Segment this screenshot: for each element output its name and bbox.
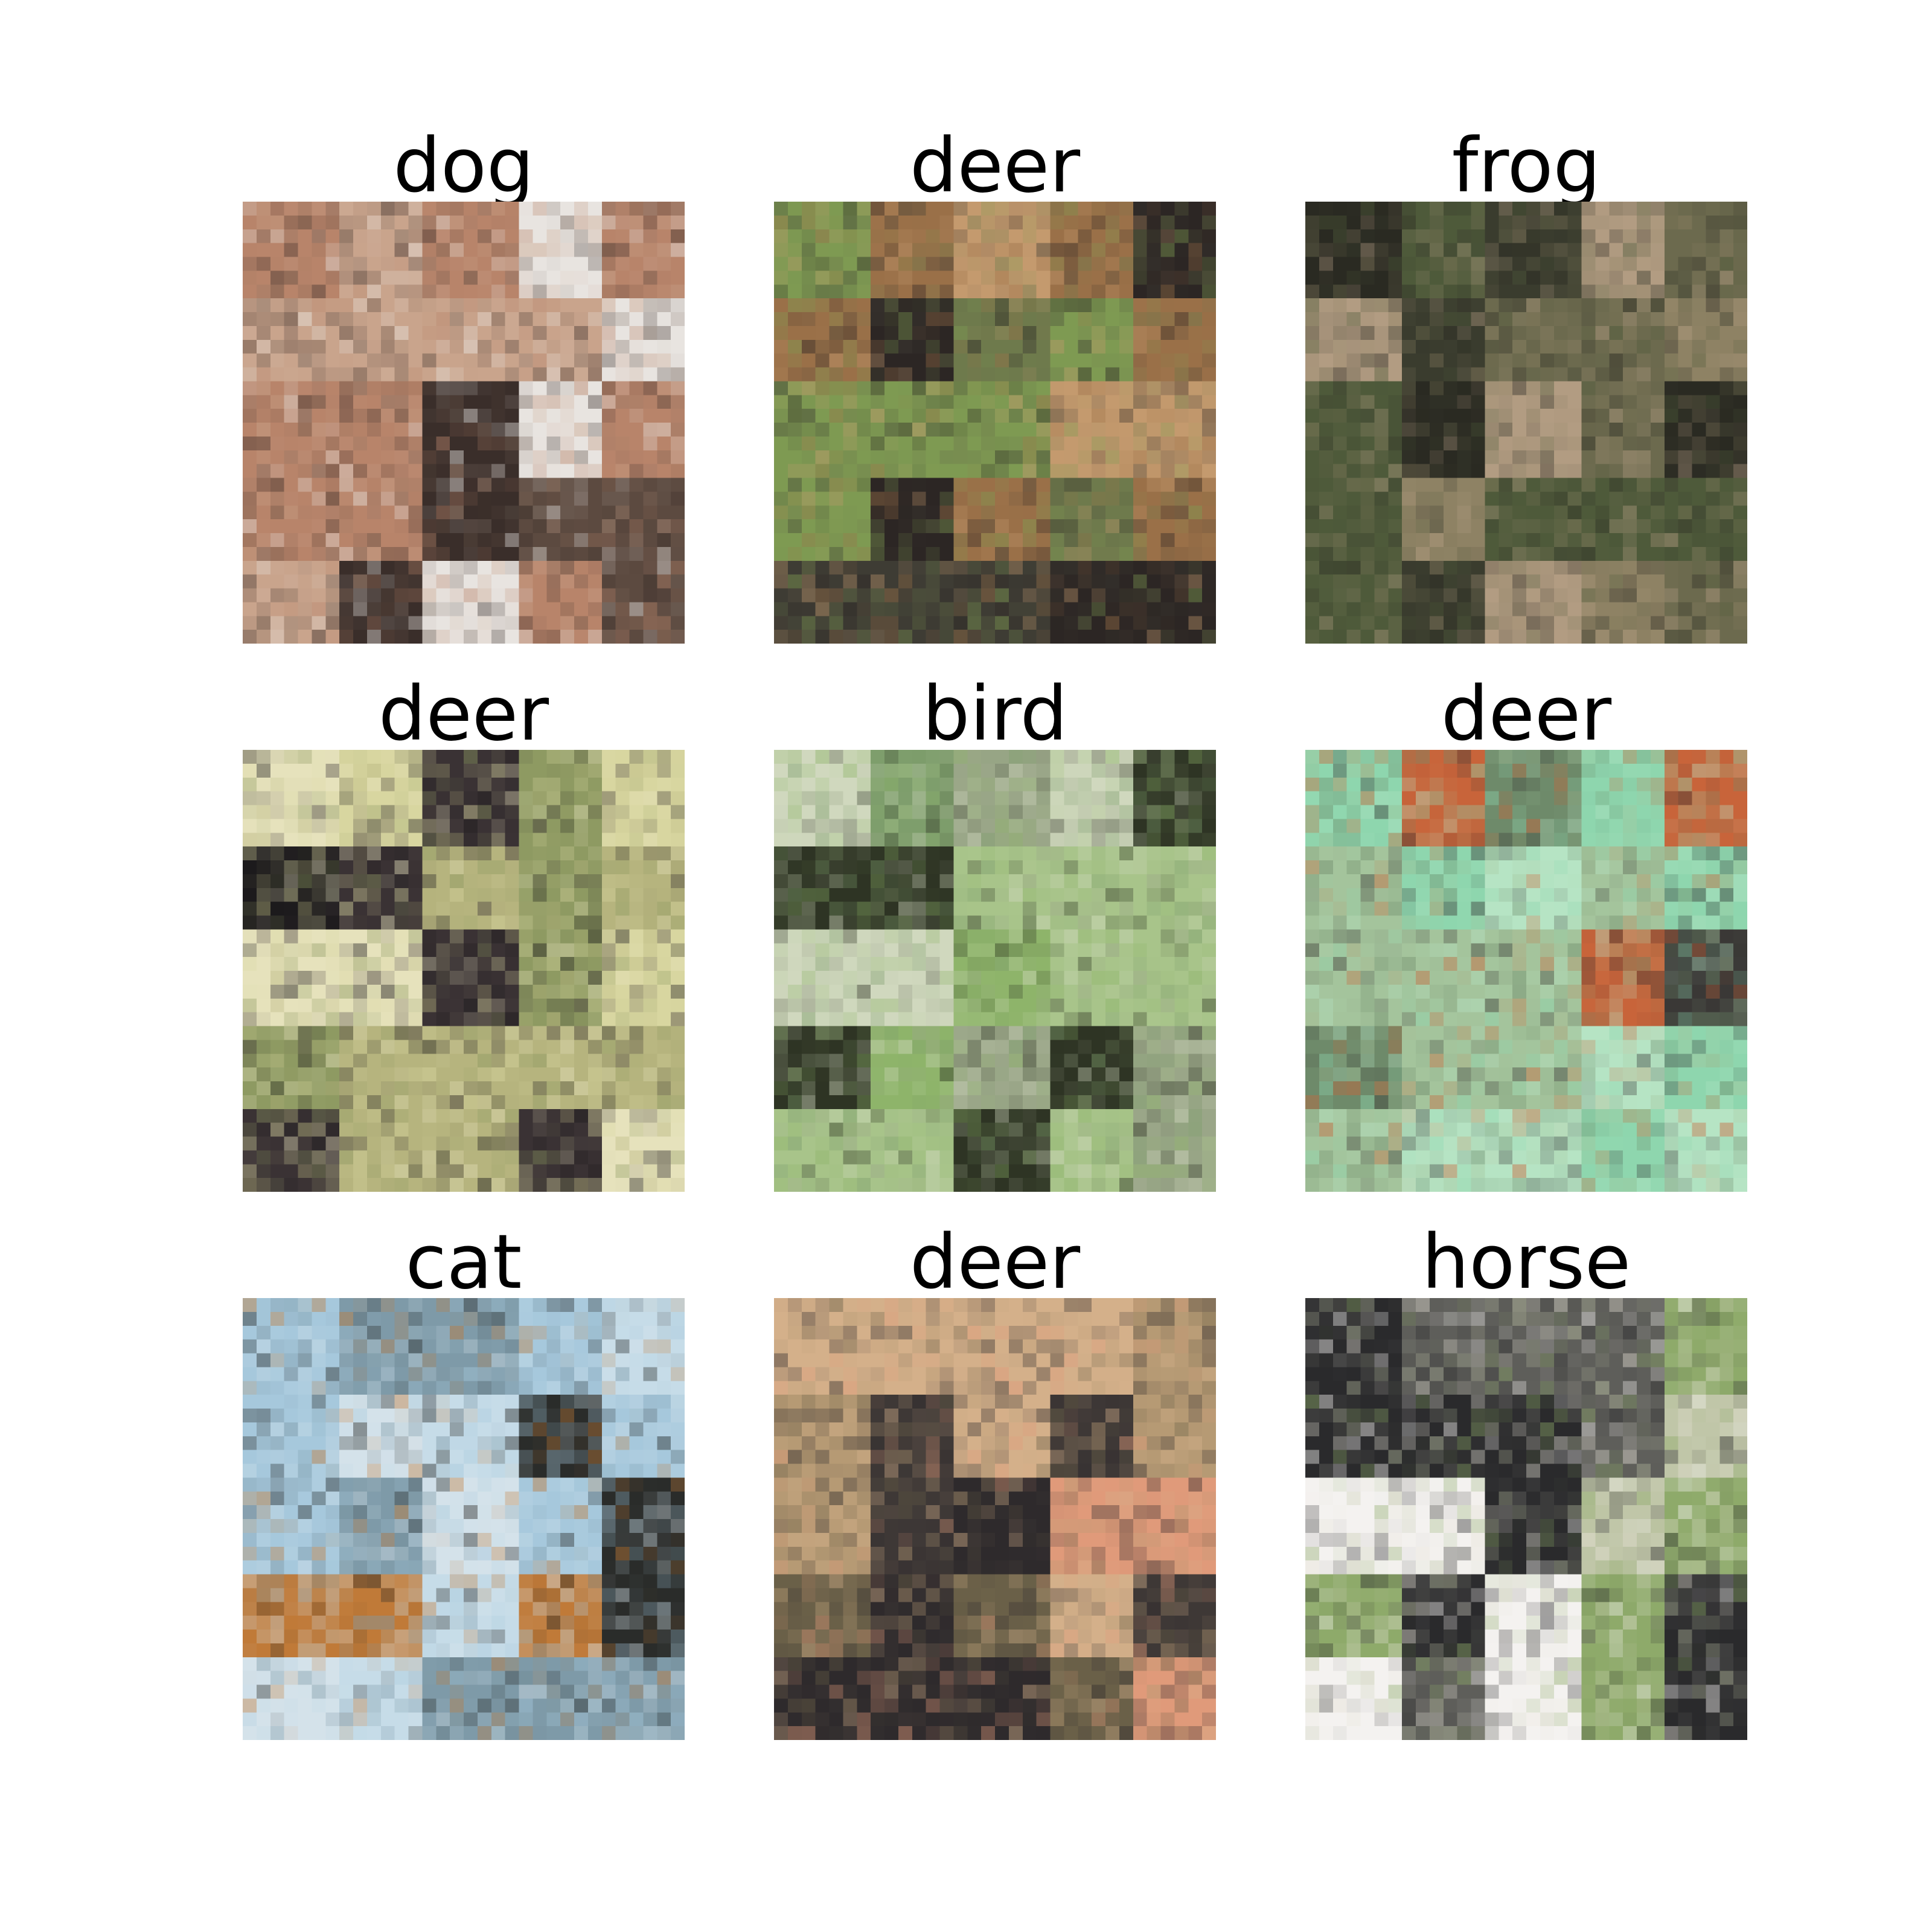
panel-label: horse	[1421, 1219, 1631, 1306]
panel-label: frog	[1451, 123, 1601, 210]
panel-label: deer	[1441, 671, 1612, 758]
panel-label: deer	[378, 671, 549, 758]
sample-image	[1305, 1298, 1747, 1740]
panel-label: dog	[393, 123, 534, 210]
panel-label: deer	[909, 123, 1081, 210]
panel-label: bird	[922, 671, 1068, 758]
sample-image	[1305, 202, 1747, 644]
sample-image	[243, 202, 685, 644]
sample-image	[774, 750, 1216, 1192]
sample-image	[774, 1298, 1216, 1740]
panel-label: deer	[909, 1219, 1081, 1306]
sample-image	[243, 750, 685, 1192]
sample-image	[774, 202, 1216, 644]
panel-label: cat	[405, 1219, 522, 1306]
sample-image	[243, 1298, 685, 1740]
sample-image	[1305, 750, 1747, 1192]
